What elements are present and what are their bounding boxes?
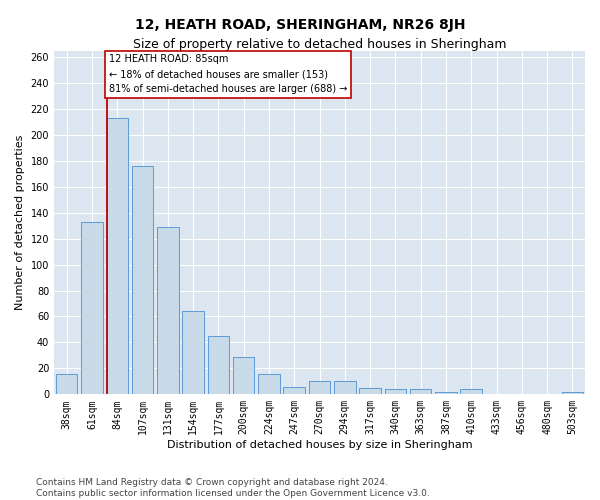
Text: 12 HEATH ROAD: 85sqm
← 18% of detached houses are smaller (153)
81% of semi-deta: 12 HEATH ROAD: 85sqm ← 18% of detached h… (109, 54, 347, 94)
Text: 12, HEATH ROAD, SHERINGHAM, NR26 8JH: 12, HEATH ROAD, SHERINGHAM, NR26 8JH (135, 18, 465, 32)
Bar (460, 389, 482, 394)
Bar (410, 389, 431, 394)
Bar (334, 382, 356, 394)
Text: Contains HM Land Registry data © Crown copyright and database right 2024.
Contai: Contains HM Land Registry data © Crown c… (36, 478, 430, 498)
Y-axis label: Number of detached properties: Number of detached properties (15, 134, 25, 310)
X-axis label: Distribution of detached houses by size in Sheringham: Distribution of detached houses by size … (167, 440, 472, 450)
Bar (562, 392, 583, 394)
Bar (81, 222, 103, 394)
Bar (435, 392, 457, 394)
Bar (385, 389, 406, 394)
Bar (283, 386, 305, 394)
Bar (182, 312, 204, 394)
Bar (157, 227, 179, 394)
Bar (208, 336, 229, 394)
Bar (132, 166, 153, 394)
Bar (309, 382, 330, 394)
Bar (233, 356, 254, 395)
Bar (359, 388, 381, 394)
Bar (107, 118, 128, 394)
Bar (258, 374, 280, 394)
Title: Size of property relative to detached houses in Sheringham: Size of property relative to detached ho… (133, 38, 506, 51)
Bar (56, 374, 77, 394)
